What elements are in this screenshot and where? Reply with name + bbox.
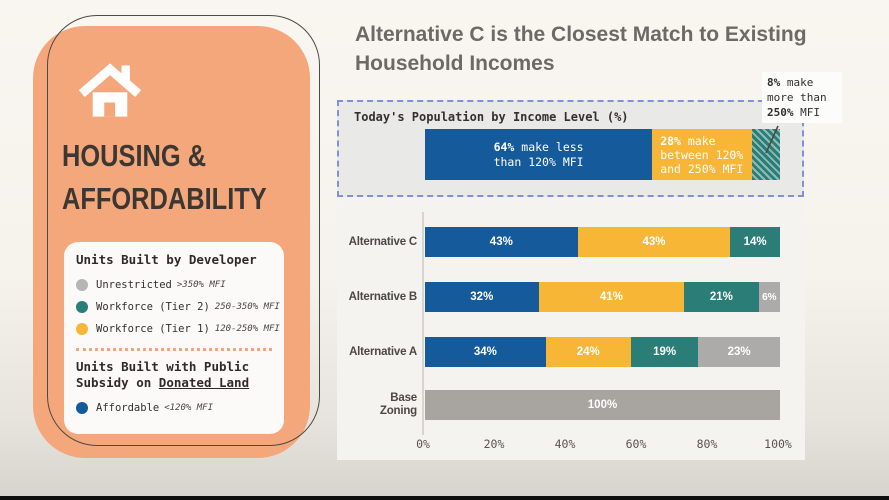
population-segment-label: 28% make between 120% and 250% MFI — [660, 133, 744, 176]
bar-segment-affordable-120-mfi-alternative-c: 43% — [425, 227, 578, 257]
chart-panel: Today's Population by Income Level (%) 6… — [337, 100, 805, 460]
page-title-line1: Alternative C is the Closest Match to Ex… — [355, 23, 807, 46]
workforce-tier-2-dot-icon — [76, 301, 88, 313]
annotation-leader-line — [765, 125, 779, 154]
legend-item-workforce-tier-1: Workforce (Tier 1) 120-250% MFI — [76, 318, 280, 340]
legend-developer-heading: Units Built by Developer — [76, 252, 257, 267]
legend-item-qualifier: >350% MFI — [176, 280, 226, 290]
population-segment-64pct: 64% make less than 120% MFI — [425, 129, 653, 180]
legend-item-workforce-tier-2: Workforce (Tier 2) 250-350% MFI — [76, 296, 280, 318]
row-label-alternative-b: Alternative B — [348, 290, 418, 303]
bar-segment-workforce-tier-1-120-250-mfi-alternative-b: 41% — [538, 282, 685, 312]
subsidy-heading-line1: Units Built with Public — [76, 359, 250, 374]
legend-item-qualifier: 120-250% MFI — [214, 324, 280, 334]
row-label-base-zoning: Base Zoning — [379, 392, 417, 417]
population-annotation: 8% make more than 250% MFI — [762, 72, 842, 123]
subsidy-heading-underlined: Donated Land — [158, 375, 250, 390]
x-axis-ticks: 0% 20% 40% 60% 80% 100% — [416, 437, 792, 455]
workforce-tier-1-dot-icon — [76, 323, 88, 335]
bar-segment-workforce-tier-2-250-350-mfi-alternative-b: 21% — [684, 282, 759, 312]
legend-item-label: Workforce (Tier 2) — [96, 301, 210, 313]
developer-legend: Unrestricted >350% MFI Workforce (Tier 2) 2… — [76, 274, 280, 340]
legend-item-label: Unrestricted — [96, 279, 172, 291]
x-tick-80: 80% — [696, 437, 718, 451]
x-tick-20: 20% — [483, 437, 505, 451]
legend-divider — [76, 348, 272, 351]
chart-row-alternative-c: Alternative C 43% 43% 14% — [337, 227, 805, 257]
bar-segment-unrestricted-350-mfi-alternative-b: 6% — [758, 282, 780, 312]
x-tick-60: 60% — [625, 437, 647, 451]
population-segment-28pct: 28% make between 120% and 250% MFI — [652, 129, 752, 180]
housing-affordability-card: HOUSING & AFFORDABILITY Units Built by D… — [33, 26, 310, 458]
alternatives-chart: Alternative C 43% 43% 14% Alternative B 32% 41… — [337, 200, 805, 435]
chart-row-base-zoning: Base Zoning 100% — [337, 390, 805, 420]
row-label-alternative-c: Alternative C — [348, 235, 418, 248]
population-box-title: Today's Population by Income Level (%) — [354, 110, 629, 124]
legend-item-label: Workforce (Tier 1) — [96, 323, 210, 335]
population-box: Today's Population by Income Level (%) 6… — [337, 100, 804, 197]
row-track-base-zoning: 100% — [425, 390, 780, 420]
legend-item-unrestricted: Unrestricted >350% MFI — [76, 274, 272, 296]
population-segment-label: 64% make less than 120% MFI — [493, 139, 584, 169]
bar-segment-affordable-120-mfi-alternative-a: 34% — [425, 337, 546, 367]
row-track-alternative-a: 34% 24% 19% 23% — [425, 337, 780, 367]
card-outline — [47, 15, 320, 446]
legend-item-qualifier: 250-350% MFI — [214, 302, 280, 312]
letterbox-bar — [0, 496, 889, 500]
legend-box: Units Built by Developer Unrestricted >35… — [64, 242, 284, 434]
population-segment-8pct — [751, 129, 780, 180]
unrestricted-dot-icon — [76, 279, 88, 291]
bar-segment-workforce-tier-2-250-350-mfi-alternative-c: 14% — [730, 227, 780, 257]
x-tick-100: 100% — [764, 437, 792, 451]
y-axis-line — [422, 212, 424, 435]
bar-segment-workforce-tier-1-120-250-mfi-alternative-c: 43% — [577, 227, 731, 257]
page-title-line2: Household Incomes — [355, 52, 555, 75]
house-icon — [78, 63, 142, 117]
bar-segment-workforce-tier-1-120-250-mfi-alternative-a: 24% — [545, 337, 631, 367]
page-title: Alternative C is the Closest Match to Ex… — [355, 20, 875, 78]
chart-row-alternative-a: Alternative A 34% 24% 19% 23% — [337, 337, 805, 367]
today-population-bar: 64% make less than 120% MFI 28% make betwee… — [425, 129, 780, 180]
chart-row-alternative-b: Alternative B 32% 41% 21% 6% — [337, 282, 805, 312]
card-title: HOUSING & AFFORDABILITY — [62, 138, 267, 216]
legend-item-qualifier: <120% MFI — [164, 403, 213, 413]
row-track-alternative-b: 32% 41% 21% 6% — [425, 282, 780, 312]
subsidy-heading-line2-prefix: Subsidy on — [76, 375, 159, 390]
x-tick-0: 0% — [416, 437, 430, 451]
bar-segment-workforce-tier-2-250-350-mfi-alternative-a: 19% — [630, 337, 699, 367]
legend-subsidy-heading: Units Built with Public Subsidy on Donat… — [76, 359, 272, 391]
bar-segment-unrestricted-350-mfi-alternative-a: 23% — [698, 337, 780, 367]
x-tick-40: 40% — [554, 437, 576, 451]
bar-segment-affordable-120-mfi-alternative-b: 32% — [425, 282, 539, 312]
bar-segment-unrestricted-350-mfi-base-zoning: 100% — [425, 390, 780, 420]
row-label-alternative-a: Alternative A — [349, 345, 417, 358]
row-track-alternative-c: 43% 43% 14% — [425, 227, 780, 257]
legend-item-label: Affordable — [96, 402, 160, 414]
